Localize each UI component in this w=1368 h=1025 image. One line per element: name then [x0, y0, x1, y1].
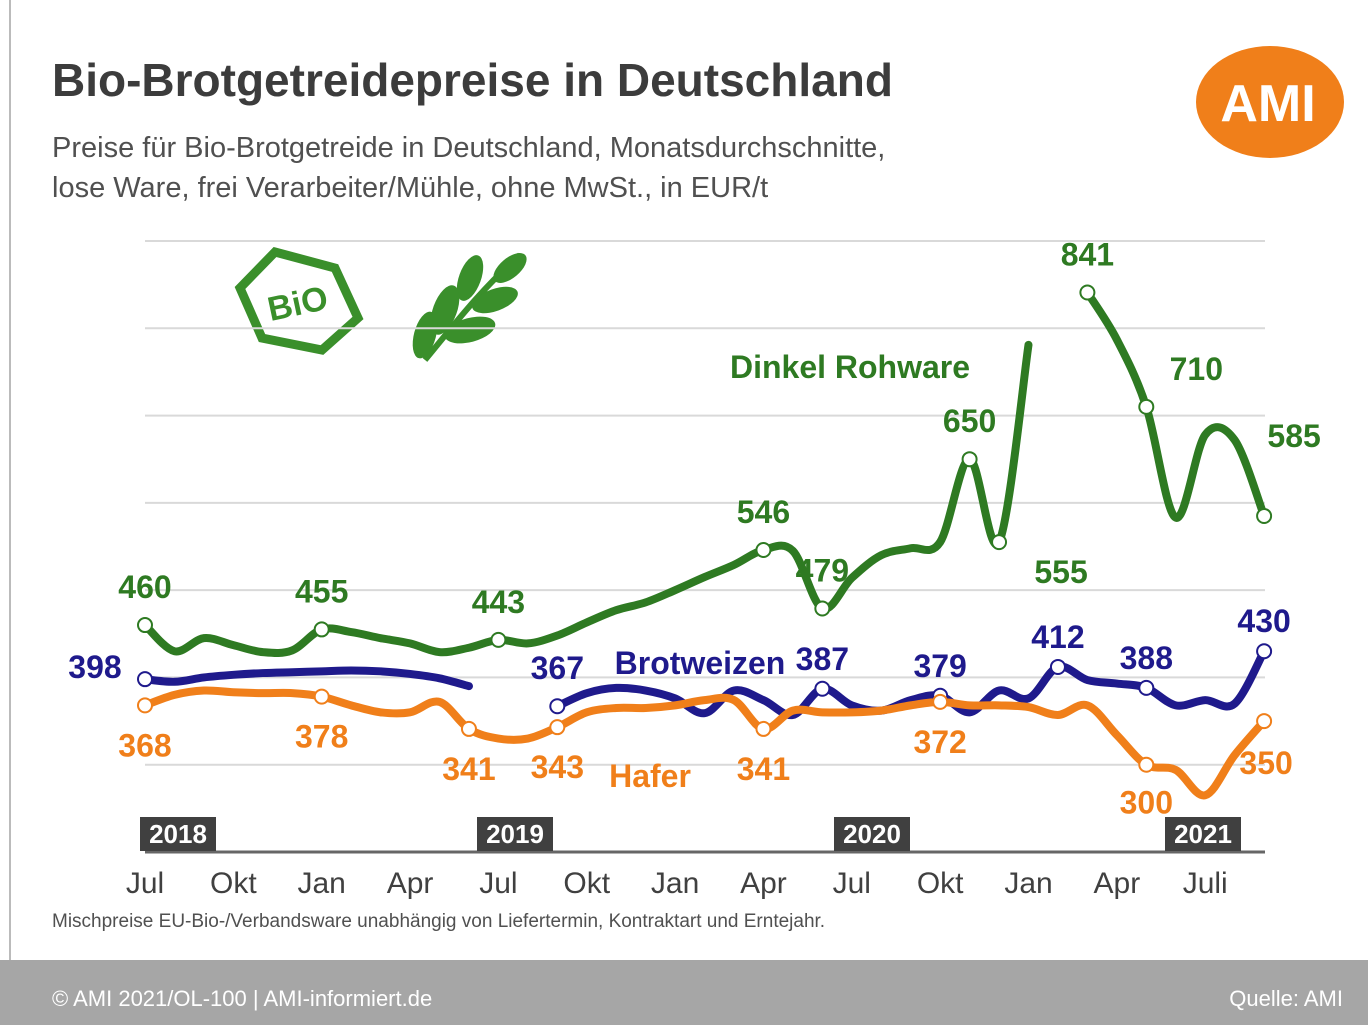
series-label: Hafer [609, 758, 691, 794]
data-point [137, 697, 153, 714]
data-label: 350 [1239, 745, 1292, 781]
data-label: 479 [796, 552, 849, 588]
data-label: 379 [913, 648, 966, 684]
x-tick-label: Jul [479, 867, 517, 900]
data-label: 430 [1237, 603, 1290, 639]
x-tick-label: Apr [740, 867, 787, 900]
data-point [549, 698, 566, 715]
year-box [140, 817, 216, 851]
x-tick-label: Jul [126, 867, 164, 900]
data-label: 341 [442, 751, 495, 787]
data-point [932, 693, 949, 710]
x-tick-label: Juli [1183, 867, 1228, 900]
logo: AMI [1220, 75, 1315, 133]
source: Quelle: AMI [1229, 986, 1343, 1011]
x-tick-label: Jan [651, 867, 699, 900]
data-point [991, 534, 1008, 551]
year-label: 2018 [149, 819, 207, 849]
data-label: 460 [118, 569, 171, 605]
data-point [755, 541, 772, 558]
series-label: Dinkel Rohware [730, 349, 970, 385]
data-label: 398 [68, 649, 121, 685]
series-line [141, 686, 1269, 800]
data-label: 388 [1120, 640, 1173, 676]
subtitle: lose Ware, frei Verarbeiter/Mühle, ohne … [52, 172, 768, 204]
data-point [460, 720, 477, 737]
data-label: 300 [1120, 785, 1173, 821]
data-point [1138, 756, 1155, 773]
year-label: 2021 [1174, 819, 1232, 849]
data-label: 585 [1267, 418, 1320, 454]
grain-icon [412, 252, 527, 362]
data-point [1256, 713, 1273, 730]
data-point [814, 600, 831, 617]
data-label: 387 [796, 641, 849, 677]
year-box [1165, 817, 1241, 851]
data-point [1256, 643, 1273, 660]
data-label: 546 [737, 494, 790, 530]
data-point [755, 720, 772, 737]
note: Mischpreise EU-Bio-/Verbandsware unabhän… [52, 911, 825, 932]
year-label: 2020 [843, 819, 901, 849]
data-label: 841 [1061, 236, 1114, 272]
data-label: 710 [1170, 351, 1223, 387]
subtitle: Preise für Bio-Brotgetreide in Deutschla… [52, 132, 885, 164]
footer-band [0, 960, 1368, 1025]
data-point [961, 451, 978, 468]
data-label: 443 [472, 584, 525, 620]
series-line [141, 288, 1269, 657]
x-tick-label: Okt [917, 867, 964, 900]
data-point [1256, 507, 1273, 524]
data-label: 412 [1031, 619, 1084, 655]
data-label: 555 [1034, 554, 1087, 590]
data-point [137, 617, 153, 634]
series-label: Brotweizen [615, 645, 786, 681]
data-label: 372 [913, 724, 966, 760]
data-label: 341 [737, 751, 790, 787]
x-tick-label: Okt [563, 867, 610, 900]
data-point [1138, 398, 1155, 415]
logo-badge [1196, 46, 1344, 158]
year-label: 2019 [486, 819, 544, 849]
x-tick-label: Okt [210, 867, 257, 900]
x-tick-label: Apr [1094, 867, 1141, 900]
data-point [814, 680, 831, 697]
data-point [1138, 679, 1155, 696]
x-tick-label: Jan [1004, 867, 1052, 900]
x-tick-label: Jan [298, 867, 346, 900]
bio-icon: BiO [234, 246, 364, 355]
chart-title: Bio-Brotgetreidepreise in Deutschland [52, 54, 893, 106]
data-point [313, 688, 330, 705]
data-point [490, 631, 507, 648]
data-label: 455 [295, 573, 348, 609]
data-label: 650 [943, 403, 996, 439]
x-tick-label: Apr [387, 867, 434, 900]
data-label: 378 [295, 719, 348, 755]
year-box [834, 817, 910, 851]
data-point [1049, 658, 1066, 675]
data-label: 367 [531, 650, 584, 686]
year-box [477, 817, 553, 851]
copyright: © AMI 2021/OL-100 | AMI-informiert.de [52, 986, 432, 1011]
data-point [549, 719, 566, 736]
data-label: 368 [118, 727, 171, 763]
data-point [313, 621, 330, 638]
data-point [1079, 284, 1096, 301]
x-tick-label: Jul [833, 867, 871, 900]
data-label: 343 [531, 749, 584, 785]
data-point [137, 671, 153, 688]
